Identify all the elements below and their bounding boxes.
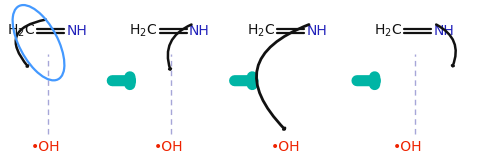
Text: H$_2$C: H$_2$C (246, 23, 274, 39)
Text: •OH: •OH (394, 140, 423, 154)
Text: H$_2$C: H$_2$C (6, 23, 35, 39)
Text: H$_2$C: H$_2$C (374, 23, 402, 39)
Text: H$_2$C: H$_2$C (129, 23, 157, 39)
Text: •OH: •OH (31, 140, 60, 154)
Text: •OH: •OH (154, 140, 183, 154)
Text: NH: NH (189, 24, 210, 38)
Text: NH: NH (306, 24, 327, 38)
Text: NH: NH (434, 24, 454, 38)
Text: NH: NH (66, 24, 87, 38)
Text: •OH: •OH (271, 140, 300, 154)
